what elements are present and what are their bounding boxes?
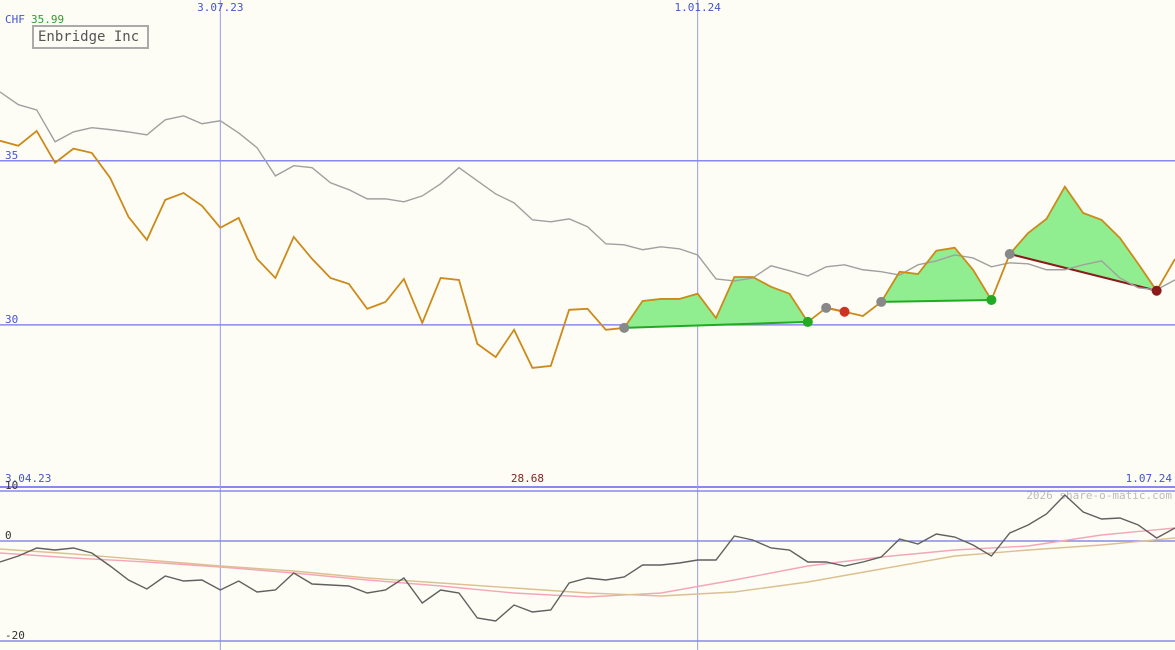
title-box — [32, 25, 149, 49]
trend-end — [839, 306, 850, 317]
y-tick-label: 0 — [5, 529, 12, 542]
trend-line — [624, 320, 808, 329]
trend-fill — [1009, 186, 1157, 291]
series-line — [0, 494, 1175, 622]
y-tick-label: 10 — [5, 479, 18, 492]
trend-end — [1151, 285, 1162, 296]
credit: 2026 share-o-matic.com — [1026, 489, 1172, 502]
end-date: 1.07.24 — [1126, 472, 1173, 485]
trend-line — [881, 298, 992, 303]
y-tick-label: -20 — [5, 629, 25, 642]
trend-start — [821, 302, 832, 313]
series-line — [0, 129, 1175, 369]
min-label: 28.68 — [511, 472, 544, 485]
y-tick-label: 30 — [5, 313, 18, 326]
start-date: 3.04.23 — [5, 472, 51, 485]
last-price: 35.99 — [31, 13, 64, 26]
series-line — [0, 91, 1175, 291]
series-line — [0, 537, 1175, 597]
chart-title: Enbridge Inc — [38, 29, 139, 45]
trend-fill — [624, 276, 808, 328]
y-tick-label: 35 — [5, 149, 18, 162]
trend-start — [619, 322, 630, 333]
trend-end — [986, 294, 997, 305]
trend-fill — [881, 247, 992, 302]
trend-start — [876, 296, 887, 307]
x-tick-label: 3.07.23 — [197, 1, 243, 14]
x-tick-label: 1.01.24 — [674, 1, 721, 14]
trend-start — [1004, 249, 1015, 260]
trend-end — [802, 316, 813, 327]
currency: CHF — [5, 13, 25, 26]
